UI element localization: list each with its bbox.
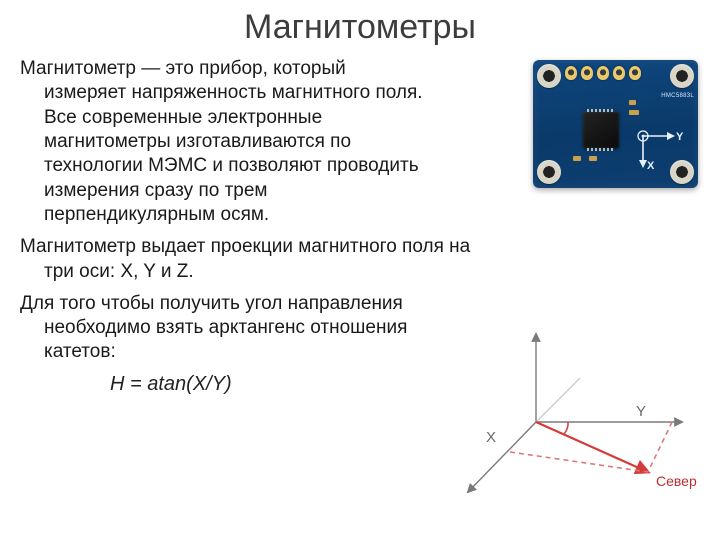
board-axis-overlay: Y X <box>629 122 685 178</box>
mounting-hole-icon <box>670 64 694 88</box>
smd-component-icon <box>629 100 636 105</box>
smd-component-icon <box>573 156 581 161</box>
pad-icon <box>629 66 641 80</box>
pad-icon <box>613 66 625 80</box>
pad-icon <box>597 66 609 80</box>
magnetometer-board-image: HMC5883L Y X <box>533 60 698 188</box>
diagram-axis-x-label: X <box>486 429 496 446</box>
slide: Магнитометры Магнитометр — это прибор, к… <box>0 0 720 540</box>
pad-icon <box>565 66 577 80</box>
board-axis-y-label: Y <box>676 131 684 143</box>
paragraph-heading-angle: Для того чтобы получить угол направления… <box>20 292 480 365</box>
chip-part-label: HMC5883L <box>661 92 694 100</box>
diagram-axis-y-label: Y <box>636 403 646 420</box>
mounting-hole-icon <box>537 64 561 88</box>
mounting-hole-icon <box>537 160 561 184</box>
pcb: HMC5883L Y X <box>533 60 698 188</box>
diagram-north-label: Север <box>656 473 697 489</box>
heading-diagram: Y X Север <box>450 324 710 524</box>
ic-chip-icon <box>583 112 619 148</box>
pin-header-pads <box>565 66 641 80</box>
board-axis-x-label: X <box>647 160 655 172</box>
smd-component-icon <box>629 110 639 115</box>
paragraph-definition: Магнитометр — это прибор, который измеря… <box>20 57 430 227</box>
paragraph-projections: Магнитометр выдает проекции магнитного п… <box>20 235 500 284</box>
smd-component-icon <box>589 156 597 161</box>
pad-icon <box>581 66 593 80</box>
slide-title: Магнитометры <box>20 8 700 47</box>
